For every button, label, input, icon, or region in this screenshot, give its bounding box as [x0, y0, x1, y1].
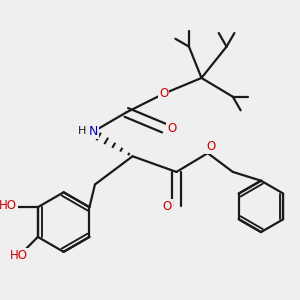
Text: O: O [159, 87, 169, 100]
Text: O: O [206, 140, 215, 153]
Text: HO: HO [10, 249, 28, 262]
Text: HO: HO [0, 199, 17, 212]
Text: H: H [78, 126, 87, 136]
Text: N: N [89, 125, 98, 138]
Text: O: O [167, 122, 176, 135]
Text: O: O [162, 200, 172, 213]
